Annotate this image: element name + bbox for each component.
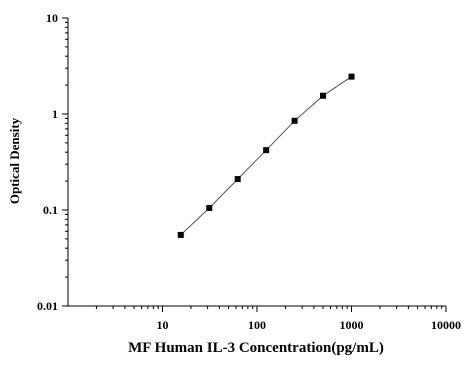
- data-point: [348, 73, 355, 80]
- y-tick-label: 1: [52, 107, 58, 121]
- fit-curve: [180, 76, 352, 236]
- data-point: [320, 92, 327, 99]
- y-tick-label: 0.1: [43, 203, 58, 217]
- plot-area: 10 100 1000 10000 0.01 0.1 1 10: [37, 11, 461, 332]
- x-axis-title: MF Human IL-3 Concentration(pg/mL): [128, 340, 384, 356]
- data-point: [291, 117, 298, 124]
- x-tick-label: 1000: [340, 318, 364, 332]
- fit-curve-layer: [180, 76, 352, 236]
- x-tick-label: 10: [157, 318, 169, 332]
- x-axis-ticks: 10 100 1000 10000: [95, 306, 461, 332]
- data-point: [234, 176, 241, 183]
- data-point: [206, 204, 213, 211]
- y-tick-label: 0.01: [37, 299, 58, 313]
- y-axis-ticks: 0.01 0.1 1 10: [37, 11, 68, 313]
- data-points-layer: [177, 73, 355, 238]
- data-point: [263, 147, 270, 154]
- x-tick-label: 100: [248, 318, 266, 332]
- y-tick-label: 10: [46, 11, 58, 25]
- y-axis-title: Optical Density: [7, 117, 22, 204]
- data-point: [177, 231, 184, 238]
- x-tick-label: 10000: [431, 318, 461, 332]
